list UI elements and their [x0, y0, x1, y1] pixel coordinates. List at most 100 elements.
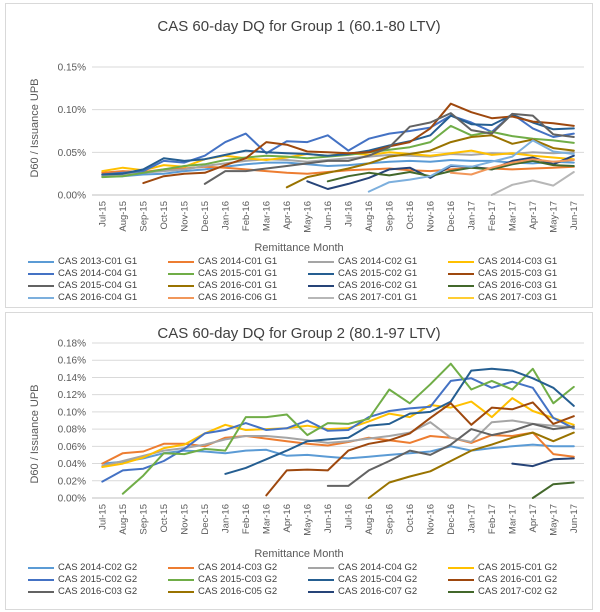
x-tick-label: Jun-16	[323, 201, 334, 230]
legend-swatch	[168, 296, 194, 299]
legend-item: CAS 2014-C04 G1	[28, 268, 168, 279]
y-tick-label: 0.02%	[58, 476, 86, 487]
legend-swatch	[308, 272, 334, 275]
y-tick-label: 0.10%	[58, 407, 86, 418]
legend-swatch	[168, 578, 194, 581]
y-tick-label: 0.04%	[58, 459, 86, 470]
x-tick-label: Mar-16	[261, 504, 272, 534]
series-line	[367, 139, 575, 193]
chart-title: CAS 60-day DQ for Group 2 (80.1-97 LTV)	[157, 325, 441, 342]
x-tick-label: Apr-17	[528, 504, 539, 533]
legend-item: CAS 2016-C07 G2	[308, 586, 448, 597]
x-tick-label: May-17	[548, 504, 559, 536]
legend-swatch	[168, 566, 194, 569]
legend-swatch	[28, 578, 54, 581]
legend-swatch	[168, 284, 194, 287]
legend-item: CAS 2015-C01 G2	[448, 562, 588, 573]
series-line	[326, 422, 575, 487]
legend-swatch	[308, 578, 334, 581]
legend-label: CAS 2014-C03 G2	[198, 562, 278, 573]
legend-swatch	[28, 590, 54, 593]
legend-label: CAS 2016-C03 G1	[478, 280, 558, 291]
legend-item: CAS 2016-C01 G2	[448, 574, 588, 585]
legend-swatch	[308, 566, 334, 569]
legend-swatch	[448, 272, 474, 275]
x-tick-label: Dec-16	[446, 504, 457, 535]
x-tick-label: Jul-16	[343, 504, 354, 530]
chart-legend: CAS 2013-C01 G1 CAS 2014-C01 G1 CAS 2014-C…	[28, 256, 588, 303]
x-tick-label: Jan-17	[466, 201, 477, 230]
legend-item: CAS 2015-C02 G1	[308, 268, 448, 279]
series-line	[367, 431, 575, 499]
y-tick-label: 0.15%	[58, 63, 86, 74]
series-line	[449, 158, 575, 176]
legend-item: CAS 2015-C04 G1	[28, 280, 168, 291]
legend-label: CAS 2013-C01 G1	[58, 256, 138, 267]
legend-label: CAS 2015-C03 G2	[198, 574, 278, 585]
legend-swatch	[28, 272, 54, 275]
legend-item: CAS 2014-C01 G1	[168, 256, 308, 267]
chart-legend: CAS 2014-C02 G2 CAS 2014-C03 G2 CAS 2014-C…	[28, 562, 588, 597]
legend-label: CAS 2014-C03 G1	[478, 256, 558, 267]
legend-label: CAS 2016-C05 G2	[198, 586, 278, 597]
legend-item: CAS 2015-C02 G2	[28, 574, 168, 585]
series-line	[101, 419, 575, 468]
series-line	[224, 367, 575, 475]
x-tick-label: May-16	[302, 201, 313, 233]
legend-swatch	[448, 578, 474, 581]
legend-swatch	[28, 296, 54, 299]
series-line	[285, 134, 575, 189]
x-tick-label: Aug-16	[364, 504, 375, 535]
legend-item: CAS 2015-C04 G2	[308, 574, 448, 585]
legend-label: CAS 2016-C01 G2	[478, 574, 558, 585]
x-axis-label: Remittance Month	[254, 242, 344, 254]
legend-item: CAS 2016-C01 G1	[168, 280, 308, 291]
legend-item: CAS 2017-C03 G1	[448, 292, 588, 303]
x-tick-label: Oct-15	[159, 504, 170, 533]
x-tick-label: Sep-15	[138, 201, 149, 232]
x-tick-label: Feb-16	[241, 201, 252, 231]
y-tick-label: 0.10%	[58, 105, 86, 116]
legend-label: CAS 2016-C03 G2	[58, 586, 138, 597]
legend-item: CAS 2016-C02 G1	[308, 280, 448, 291]
y-tick-label: 0.05%	[58, 148, 86, 159]
legend-label: CAS 2014-C02 G2	[58, 562, 138, 573]
legend-item: CAS 2016-C03 G1	[448, 280, 588, 291]
x-tick-label: Apr-16	[282, 201, 293, 230]
x-tick-label: Aug-15	[118, 201, 129, 232]
y-tick-label: 0.16%	[58, 356, 86, 367]
series-line	[101, 112, 575, 176]
x-tick-label: Sep-16	[384, 504, 395, 535]
x-tick-label: Mar-17	[507, 201, 518, 231]
legend-swatch	[28, 260, 54, 263]
series-line	[490, 171, 575, 196]
legend-swatch	[308, 260, 334, 263]
x-tick-label: Apr-17	[528, 201, 539, 230]
x-tick-label: Jun-17	[569, 201, 580, 230]
x-tick-label: Feb-16	[241, 504, 252, 534]
x-tick-label: Sep-15	[138, 504, 149, 535]
x-tick-label: Jul-15	[97, 201, 108, 227]
series-line	[511, 457, 575, 468]
legend-label: CAS 2015-C03 G1	[478, 268, 558, 279]
x-axis-label: Remittance Month	[254, 548, 344, 560]
legend-label: CAS 2015-C02 G2	[58, 574, 138, 585]
legend-item: CAS 2017-C01 G1	[308, 292, 448, 303]
y-tick-label: 0.14%	[58, 373, 86, 384]
legend-swatch	[308, 296, 334, 299]
x-tick-label: Nov-16	[425, 201, 436, 232]
legend-swatch	[448, 590, 474, 593]
x-tick-label: Apr-16	[282, 504, 293, 533]
legend-swatch	[168, 590, 194, 593]
legend-item: CAS 2014-C04 G2	[308, 562, 448, 573]
chart-group-1: CAS 60-day DQ for Group 1 (60.1-80 LTV) …	[5, 3, 593, 308]
y-tick-label: 0.00%	[58, 494, 86, 505]
x-tick-label: Mar-17	[507, 504, 518, 534]
legend-label: CAS 2015-C01 G1	[198, 268, 278, 279]
series-line	[203, 112, 575, 185]
legend-swatch	[28, 284, 54, 287]
legend-label: CAS 2017-C03 G1	[478, 292, 558, 303]
legend-swatch	[448, 566, 474, 569]
x-tick-label: Mar-16	[261, 201, 272, 231]
x-tick-label: Dec-16	[446, 201, 457, 232]
